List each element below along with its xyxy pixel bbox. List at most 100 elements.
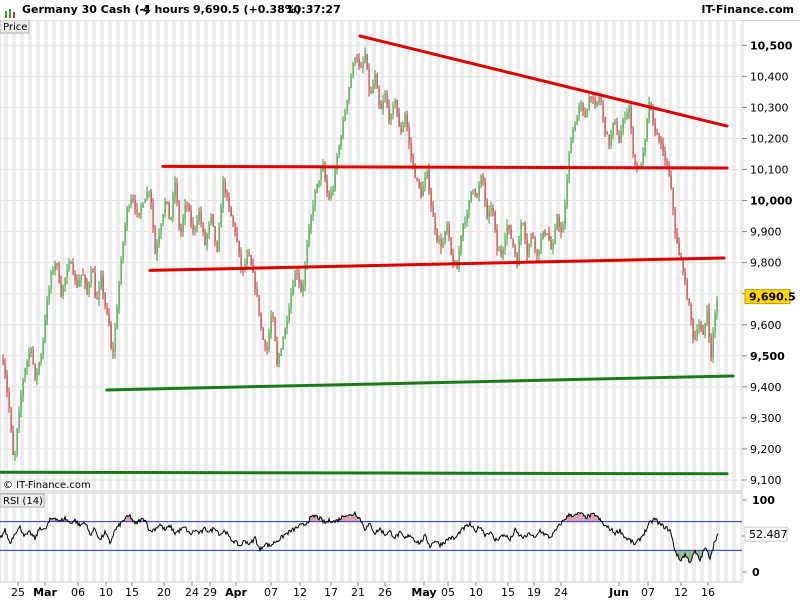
candle-up: [22, 380, 24, 397]
candle-down: [94, 272, 96, 298]
grid-stripe: [484, 21, 488, 490]
candle-down: [658, 133, 660, 141]
candle-up: [392, 105, 394, 116]
candle-down: [690, 304, 692, 320]
grid-stripe: [148, 494, 152, 581]
grid-stripe: [380, 494, 384, 581]
grid-stripe: [596, 21, 600, 490]
x-tick-label: 07: [641, 586, 655, 599]
grid-stripe: [612, 21, 616, 490]
candle-up: [28, 353, 30, 362]
candle-up: [460, 235, 462, 252]
grid-stripe: [20, 21, 24, 490]
candle-up: [520, 223, 522, 242]
grid-stripe: [644, 21, 648, 490]
grid-stripe: [348, 494, 352, 581]
y-tick-label: 9,100: [750, 474, 782, 487]
candle-up: [44, 320, 46, 341]
candle-up: [648, 101, 650, 119]
grid-stripe: [428, 21, 432, 490]
grid-stripe: [236, 21, 240, 490]
grid-stripe: [668, 21, 672, 490]
grid-stripe: [540, 21, 544, 490]
grid-stripe: [708, 21, 712, 490]
candle-up: [626, 112, 628, 118]
grid-stripe: [276, 21, 280, 490]
candle-down: [484, 181, 486, 202]
grid-stripe: [100, 494, 104, 581]
x-tick-label: May: [411, 586, 436, 599]
x-tick-label: 26: [378, 586, 392, 599]
chart-icon[interactable]: [4, 4, 16, 18]
candle-down: [396, 99, 398, 114]
candle-up: [48, 288, 50, 301]
candle-up: [164, 201, 166, 215]
candle-down: [112, 348, 114, 353]
candle-down: [264, 339, 266, 348]
price-axis: 9,1009,2009,3009,4009,5009,6009,7009,800…: [742, 39, 793, 487]
grid-stripe: [580, 494, 584, 581]
candle-up: [382, 101, 384, 109]
candle-down: [248, 254, 250, 256]
grid-stripe: [92, 494, 96, 581]
candle-down: [514, 245, 516, 255]
candle-up: [42, 340, 44, 356]
candle-down: [370, 90, 372, 93]
grid-stripe: [156, 494, 160, 581]
candle-down: [266, 347, 268, 350]
candle-up: [314, 191, 316, 207]
candle-up: [624, 117, 626, 120]
candle-down: [234, 223, 236, 233]
grid-stripe: [420, 21, 424, 490]
candle-up: [90, 271, 92, 283]
grid-stripe: [268, 21, 272, 490]
grid-stripe: [532, 21, 536, 490]
candle-up: [384, 93, 386, 102]
grid-stripe: [516, 494, 520, 581]
grid-stripe: [708, 494, 712, 581]
candle-up: [54, 263, 56, 271]
candle-up: [564, 206, 566, 225]
candle-down: [582, 104, 584, 110]
candle-down: [524, 223, 526, 240]
grid-stripe: [500, 21, 504, 490]
chart-canvas[interactable]: 9,1009,2009,3009,4009,5009,6009,7009,800…: [0, 20, 800, 600]
candle-up: [20, 396, 22, 412]
candle-up: [294, 273, 296, 287]
grid-stripe: [364, 494, 368, 581]
trendline: [148, 256, 726, 272]
grid-stripe: [4, 21, 8, 490]
y-tick-label: 9,600: [750, 319, 782, 332]
candle-up: [282, 338, 284, 349]
candle-up: [426, 170, 428, 179]
grid-stripe: [212, 494, 216, 581]
candle-down: [618, 134, 620, 143]
grid-stripe: [196, 494, 200, 581]
candle-up: [546, 233, 548, 235]
candle-down: [358, 58, 360, 67]
candle-up: [348, 87, 350, 101]
grid-stripe: [396, 21, 400, 490]
candle-up: [146, 192, 148, 200]
grid-stripe: [572, 21, 576, 490]
x-tick-label: 20: [157, 586, 171, 599]
grid-stripe: [132, 21, 136, 490]
candle-down: [668, 165, 670, 176]
grid-stripe: [484, 494, 488, 581]
chart-header: Germany 30 Cash (-) 4 hours 9,690.5 (+0.…: [0, 0, 800, 21]
candle-up: [540, 238, 542, 251]
candle-down: [410, 142, 412, 157]
candle-down: [10, 408, 12, 431]
candle-down: [400, 126, 402, 133]
grid-stripe: [12, 21, 16, 490]
candle-down: [630, 107, 632, 128]
grid-stripe: [244, 494, 248, 581]
candle-up: [466, 213, 468, 223]
grid-stripe: [628, 21, 632, 490]
candle-up: [206, 234, 208, 245]
candle-down: [366, 54, 368, 70]
candle-down: [138, 212, 140, 214]
candle-down: [536, 249, 538, 256]
grid-stripe: [684, 494, 688, 581]
candle-up: [278, 355, 280, 364]
